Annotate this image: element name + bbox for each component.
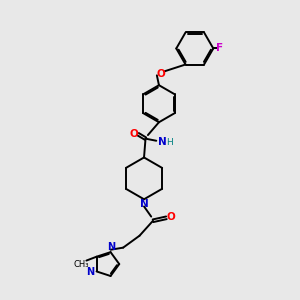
Text: O: O	[156, 69, 165, 79]
Text: F: F	[216, 44, 224, 53]
Text: N: N	[158, 136, 167, 147]
Text: N: N	[86, 267, 94, 277]
Text: H: H	[166, 138, 173, 147]
Text: O: O	[130, 129, 139, 139]
Text: N: N	[140, 199, 148, 209]
Text: O: O	[167, 212, 175, 222]
Text: N: N	[107, 242, 115, 252]
Text: CH₃: CH₃	[74, 260, 89, 269]
